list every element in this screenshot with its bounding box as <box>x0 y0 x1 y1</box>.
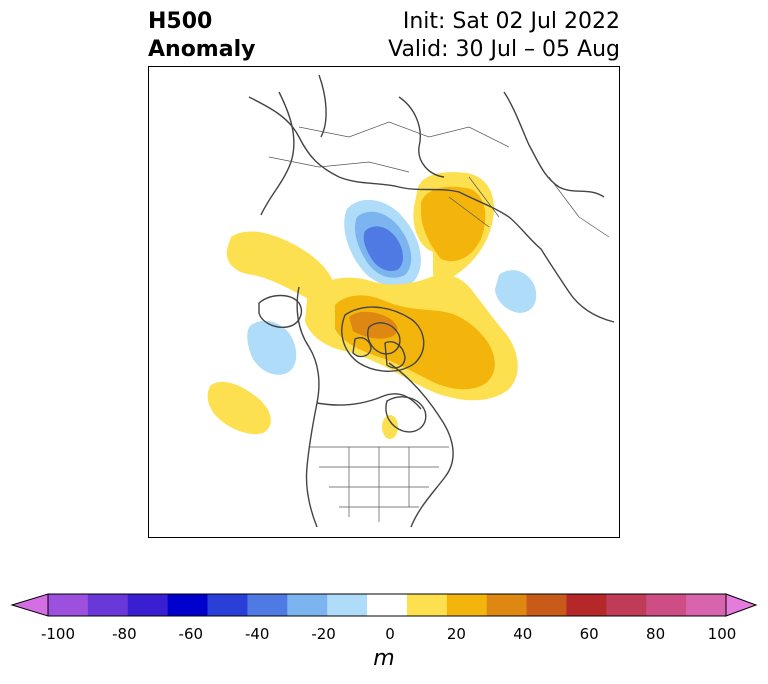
colorbar-tick-label: 100 <box>707 625 737 643</box>
colorbar-unit-label: m <box>373 646 395 671</box>
valid-range: Valid: 30 Jul – 05 Aug <box>388 37 620 62</box>
colorbar-tick-label: -40 <box>244 625 270 643</box>
negative-anomaly-gulf-of-alaska <box>247 320 297 375</box>
political-borders <box>268 121 610 522</box>
colorbar-segment <box>526 594 567 616</box>
colorbar-segment <box>247 594 288 616</box>
colorbar-tick-label: -80 <box>112 625 137 643</box>
coastlines <box>248 74 615 528</box>
positive-anomaly-northeast-pacific-offshore <box>207 381 271 435</box>
negative-anomaly-beaufort-chukchi <box>495 270 537 313</box>
title-variable: H500 <box>148 9 213 34</box>
positive-anomaly-northeast-pacific-band <box>226 231 335 304</box>
colorbar-segment <box>367 594 408 616</box>
positive-anomaly-great-lakes-small <box>382 415 398 439</box>
colorbar-tick-label: 40 <box>513 625 533 643</box>
colorbar-segment <box>646 594 687 616</box>
colorbar <box>10 593 758 617</box>
colorbar-border <box>47 593 727 617</box>
map-frame <box>148 66 620 538</box>
init-date: Init: Sat 02 Jul 2022 <box>402 9 620 34</box>
colorbar-segment <box>127 594 169 616</box>
colorbar-segment <box>287 594 328 616</box>
colorbar-extend-min <box>10 593 49 617</box>
title-anomaly: Anomaly <box>148 37 256 62</box>
colorbar-segment <box>48 594 89 616</box>
positive-anomaly-eastern-siberia <box>413 172 494 282</box>
colorbar-tick-label: -100 <box>40 625 76 643</box>
colorbar-extend-max <box>725 593 758 617</box>
colorbar-tick-label: 20 <box>446 625 466 643</box>
colorbar-segment <box>446 594 488 616</box>
colorbar-tick-label: -20 <box>311 625 336 643</box>
colorbar-tick-label: 80 <box>646 625 666 643</box>
colorbar-segment <box>686 594 727 616</box>
anomaly-map <box>207 74 615 528</box>
colorbar-segment <box>406 594 448 616</box>
colorbar-segment <box>606 594 647 616</box>
colorbar-segment <box>486 594 528 616</box>
colorbar-tick-label: 0 <box>385 625 395 643</box>
colorbar-segment <box>167 594 209 616</box>
negative-anomaly-laptev-kara-sea <box>344 199 421 287</box>
colorbar-tick-label: -60 <box>178 625 204 643</box>
colorbar-tick-label: 60 <box>579 625 599 643</box>
positive-anomaly-canadian-archipelago-greenland <box>305 274 518 401</box>
colorbar-segment <box>87 594 129 616</box>
colorbar-segment <box>207 594 248 616</box>
colorbar-segment <box>566 594 607 616</box>
title-left: H500 Anomaly <box>148 8 255 64</box>
title-right: Init: Sat 02 Jul 2022 Valid: 30 Jul – 05… <box>388 8 620 64</box>
colorbar-segment <box>327 594 368 616</box>
